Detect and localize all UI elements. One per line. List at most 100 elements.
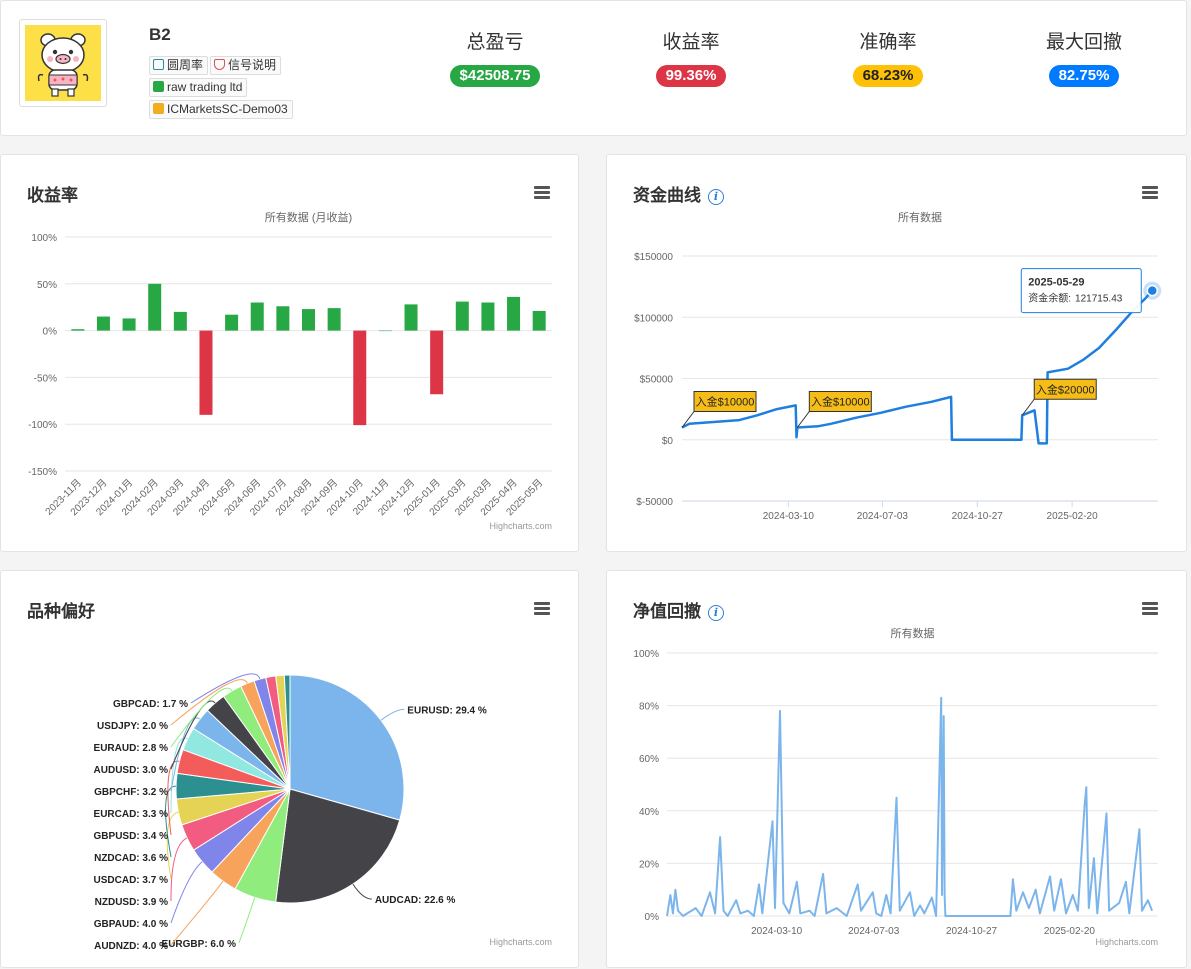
pie-label: GBPUSD: 3.4 % [94,831,169,842]
drawdown-line [666,696,1154,917]
stat-total-pnl-label: 总盈亏 [466,32,524,53]
bar [404,304,418,331]
equity-panel: 资金曲线 i 所有数据 $150000 $100000 $50000 $0 $-50000 2… [606,154,1187,552]
pie-slice-audcad [275,788,401,904]
y-tick-label: -150% [28,467,57,478]
pie-label: EURCAD: 3.3 % [94,809,169,820]
drawdown-menu-icon[interactable] [1142,602,1158,615]
y-tick-label: 20% [639,859,659,870]
y-tick-label: -50% [34,373,57,384]
drawdown-subtitle: 所有数据 [891,626,935,640]
tooltip-value-number: 121715.43 [1075,294,1123,305]
stat-return-rate: 收益率 99.36% [621,31,761,87]
stat-total-pnl: 总盈亏 $42508.75 [425,31,565,87]
tag-author[interactable]: 圆周率 [149,56,209,75]
hover-point [1146,284,1159,297]
drawdown-panel-title-wrap: 净值回撤 i [633,597,724,622]
bar [225,314,239,331]
pie-label: USDJPY: 2.0 % [97,721,168,732]
pie-label: NZDUSD: 3.9 % [95,897,168,908]
pie-label: AUDUSD: 3.0 % [94,765,169,776]
symbols-pie-chart: EURUSD: 29.4 % AUDCAD: 22.6 % EURGBP: 6.0 … [94,673,552,952]
y-tick-label: 60% [639,754,659,765]
bar [327,308,341,331]
pie-label: NZDCAD: 3.6 % [94,853,168,864]
tooltip-box [1020,268,1142,314]
symbols-panel-title: 品种偏好 [27,602,95,621]
pie-connector [170,880,224,946]
pie-label: GBPAUD: 4.0 % [94,919,168,930]
user-icon [153,59,164,70]
drawdown-panel-title: 净值回撤 [633,602,701,621]
bar [71,329,85,331]
pie-connector [170,861,203,924]
pie-slice-other-3 [283,674,291,790]
equity-line [681,289,1154,445]
info-icon[interactable]: i [708,189,724,205]
deposit-annotation: 入金$10000 [796,391,872,428]
tag-broker[interactable]: raw trading ltd [149,78,248,97]
returns-panel: 收益率 所有数据 (月收益) 100% 50% 0% -50% -100% -150% 202… [0,154,579,552]
account-avatar[interactable] [19,19,107,107]
symbols-menu-icon[interactable] [534,602,550,615]
pie-label: GBPCHF: 3.2 % [94,787,168,798]
pie-label: EURUSD: 29.4 % [407,705,487,716]
bar [148,283,162,331]
annotation-box [808,391,872,412]
equity-tooltip: 2025-05-29 资金余额: 121715.43 [1020,268,1142,314]
stat-accuracy: 准确率 68.23% [818,31,958,87]
bar [481,302,495,331]
y-tick-label: 0% [645,912,660,923]
pie-connector [352,883,372,900]
tag-signal-description[interactable]: 信号说明 [210,56,282,75]
pie-connector [190,673,261,704]
account-name: B2 [149,25,171,44]
returns-panel-title: 收益率 [27,186,78,205]
stat-accuracy-label: 准确率 [859,32,917,53]
returns-menu-icon[interactable] [534,186,550,199]
pie-connector [380,708,405,721]
tag-author-label: 圆周率 [167,58,204,72]
tag-broker-label: raw trading ltd [167,80,243,94]
y-tick-label: -100% [28,420,57,431]
pie-connector [170,837,188,902]
pie-connector [170,717,201,792]
y-tick-label: 80% [639,702,659,713]
equity-menu-icon[interactable] [1142,186,1158,199]
bar [378,330,392,332]
pie-label: EURGBP: 6.0 % [162,939,237,950]
y-tick-label: 0% [43,327,58,338]
pie-label: GBPCAD: 1.7 % [113,699,188,710]
broker-icon [153,81,164,92]
bar [532,310,546,331]
pie-connector [166,811,179,880]
annotation-label: 入金$20000 [1036,382,1095,396]
y-tick-label: $100000 [634,313,673,324]
x-tick-label: 2024-03-10 [763,511,815,522]
y-tick-label: $50000 [640,375,674,386]
returns-subtitle: 所有数据 (月收益) [265,210,352,224]
equity-chart: 所有数据 $150000 $100000 $50000 $0 $-50000 2024-03… [634,210,1162,522]
pie-connector [238,897,256,944]
account-header: B2 圆周率 信号说明 raw trading ltd ICMarketsSC-… [0,0,1187,136]
bar [173,311,187,331]
tooltip-value-label: 资金余额: [1028,292,1071,305]
pie-connector [165,785,177,858]
deposit-annotation: 入金$20000 [1021,378,1097,416]
tag-server[interactable]: ICMarketsSC-Demo03 [149,100,293,119]
y-tick-label: 40% [639,807,659,818]
y-tick-label: 100% [633,649,659,660]
x-tick-label: 2024-10-27 [946,926,998,937]
shield-icon [214,59,225,70]
x-tick-label: 2024-07-03 [857,511,909,522]
stat-max-drawdown: 最大回撤 82.75% [1014,31,1154,87]
tooltip-date: 2025-05-29 [1028,277,1084,289]
symbols-panel: 品种偏好 EURUSD: 29.4 % AUDCAD: 22.6 % EURGBP:… [0,570,579,968]
bar [199,330,213,415]
drawdown-panel: 净值回撤 i 所有数据 100% 80% 60% 40% 20% 0% 2024-03-10 20… [606,570,1187,968]
annotation-connector [1021,398,1035,416]
x-tick-label: 2024-03-10 [751,926,803,937]
info-icon[interactable]: i [708,605,724,621]
annotation-box [1033,378,1097,400]
annotation-label: 入金$10000 [696,395,755,409]
